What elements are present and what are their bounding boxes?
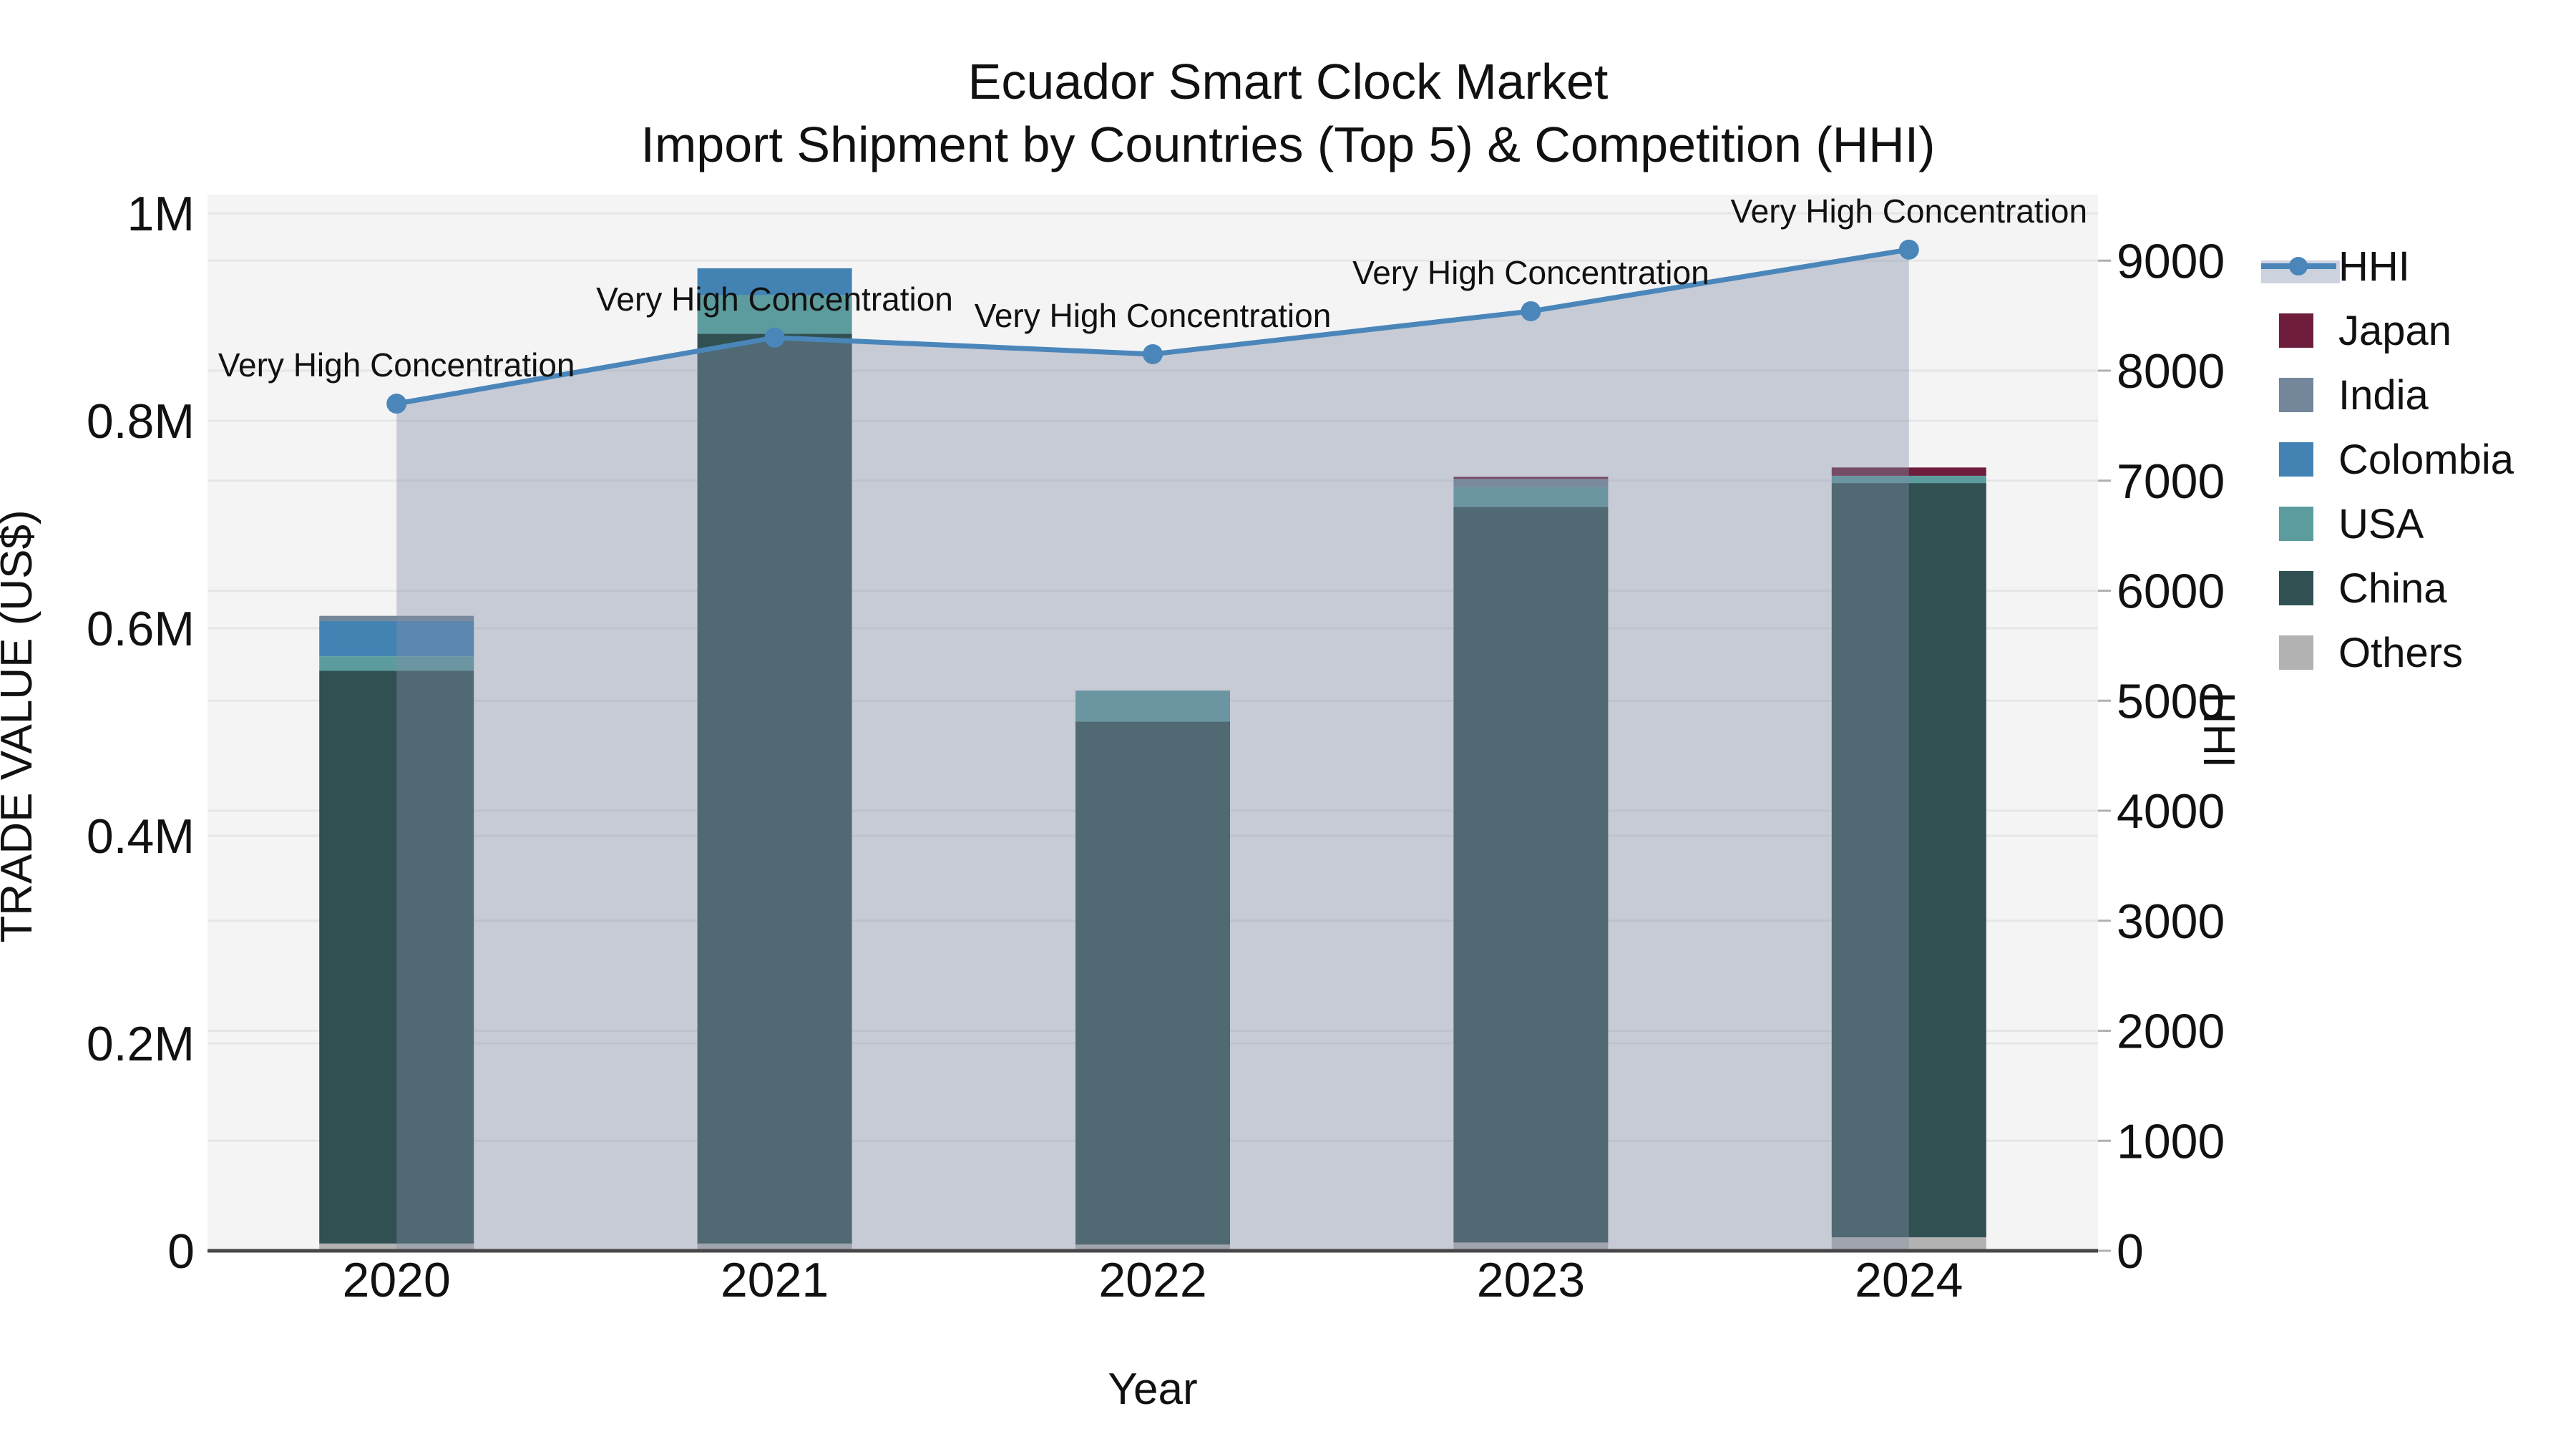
legend-label-hhi: HHI [2338, 243, 2410, 290]
bar-segment-usa [1075, 691, 1230, 722]
bar-segment-others [697, 1243, 852, 1251]
bar-2020 [319, 615, 474, 1251]
y-left-tick: 0.6M [87, 602, 195, 656]
legend-label-colombia: Colombia [2338, 436, 2514, 483]
legend-swatch-china [2279, 571, 2313, 605]
bar-segment-china [1453, 507, 1609, 1243]
y-right-tick: 3000 [2117, 894, 2225, 949]
y-left-tick: 0.8M [87, 394, 195, 449]
hhi-markers [386, 239, 1919, 414]
hhi-point-2022 [1143, 343, 1163, 364]
legend-item-hhi[interactable]: HHI [2261, 243, 2410, 290]
legend-swatch-colombia [2279, 442, 2313, 477]
bar-segment-india [319, 615, 474, 621]
y-right-tick: 9000 [2117, 234, 2225, 288]
x-tick-2022: 2022 [1098, 1253, 1206, 1307]
legend-item-colombia[interactable]: Colombia [2279, 436, 2514, 483]
y-left-tick: 0 [167, 1224, 195, 1279]
y-right-tick: 4000 [2117, 784, 2225, 839]
legend-label-india: India [2338, 372, 2429, 419]
hhi-point-2024 [1898, 239, 1919, 260]
bar-segment-usa [1453, 487, 1609, 507]
y-left-tick: 0.2M [87, 1017, 195, 1071]
legend-swatch-usa [2279, 507, 2313, 541]
bar-2021 [697, 268, 852, 1251]
legend: HHI Japan India Colombia USA China Others [2261, 243, 2514, 676]
x-axis-title: Year [1108, 1365, 1197, 1414]
annotation-2021: Very High Concentration [596, 280, 953, 318]
bar-2022 [1075, 691, 1230, 1251]
y-right-tick: 5000 [2117, 674, 2225, 728]
bar-segment-others [1075, 1244, 1230, 1251]
y-right-tick: 7000 [2117, 454, 2225, 509]
annotations: Very High Concentration Very High Concent… [218, 192, 2087, 384]
legend-swatch-india [2279, 378, 2313, 412]
legend-item-china[interactable]: China [2279, 565, 2447, 612]
y-right-tick: 8000 [2117, 344, 2225, 399]
bar-segment-japan [1453, 477, 1609, 479]
y-right-axis-title: HHI [2194, 692, 2243, 769]
y-left-tick: 1M [127, 187, 195, 241]
x-tick-2020: 2020 [343, 1253, 451, 1307]
hhi-point-2023 [1521, 301, 1541, 321]
bar-segment-others [319, 1243, 474, 1251]
legend-item-usa[interactable]: USA [2279, 501, 2424, 547]
y-right-tick: 6000 [2117, 565, 2225, 619]
bar-segment-usa [319, 656, 474, 671]
legend-label-usa: USA [2338, 501, 2424, 547]
legend-item-japan[interactable]: Japan [2279, 308, 2451, 354]
bar-segment-china [1075, 721, 1230, 1245]
bars-group [319, 268, 1986, 1251]
legend-label-others: Others [2338, 630, 2463, 676]
bar-2024 [1831, 467, 1986, 1251]
y-right-tick: 2000 [2117, 1005, 2225, 1059]
y-right-tick: 1000 [2117, 1114, 2225, 1169]
annotation-2024: Very High Concentration [1730, 192, 2087, 230]
x-tick-2023: 2023 [1477, 1253, 1585, 1307]
hhi-point-2020 [386, 394, 407, 414]
bar-segment-others [1453, 1242, 1609, 1251]
y-left-tick: 0.4M [87, 809, 195, 864]
annotation-2020: Very High Concentration [218, 346, 575, 384]
bar-segment-china [697, 333, 852, 1244]
x-tick-labels: 2020 2021 2022 2023 2024 [343, 1253, 1963, 1307]
legend-label-japan: Japan [2338, 308, 2451, 354]
bar-segment-china [319, 670, 474, 1244]
legend-swatch-others [2279, 635, 2313, 670]
annotation-2023: Very High Concentration [1352, 254, 1709, 291]
chart-title-line2: Import Shipment by Countries (Top 5) & C… [641, 117, 1936, 172]
legend-item-others[interactable]: Others [2279, 630, 2463, 676]
y-right-tick: 0 [2117, 1224, 2144, 1279]
bar-segment-usa [697, 295, 852, 334]
y-left-axis-title: TRADE VALUE (US$) [0, 509, 42, 942]
annotation-2022: Very High Concentration [975, 297, 1332, 334]
bar-2023 [1453, 477, 1609, 1251]
bar-segment-others [1831, 1237, 1986, 1251]
x-tick-2021: 2021 [721, 1253, 829, 1307]
legend-item-india[interactable]: India [2279, 372, 2429, 419]
chart-title-line1: Ecuador Smart Clock Market [968, 54, 1609, 109]
y-left-tick-labels: 0 0.2M 0.4M 0.6M 0.8M 1M [87, 187, 195, 1279]
hhi-point-2021 [764, 327, 785, 348]
legend-swatch-japan [2279, 313, 2313, 348]
bar-segment-japan [1831, 467, 1986, 476]
hhi-area-fill [396, 249, 1909, 1251]
y-right-tick-labels: 0 1000 2000 3000 4000 5000 6000 7000 8000 9000 [2098, 234, 2225, 1279]
bar-segment-colombia [697, 268, 852, 296]
x-tick-2024: 2024 [1855, 1253, 1963, 1307]
bar-segment-usa [1831, 475, 1986, 484]
bar-segment-india [1453, 479, 1609, 487]
legend-hhi-marker-swatch [2289, 257, 2308, 275]
bar-segment-china [1831, 483, 1986, 1238]
bar-segment-colombia [319, 620, 474, 657]
legend-label-china: China [2338, 565, 2447, 612]
